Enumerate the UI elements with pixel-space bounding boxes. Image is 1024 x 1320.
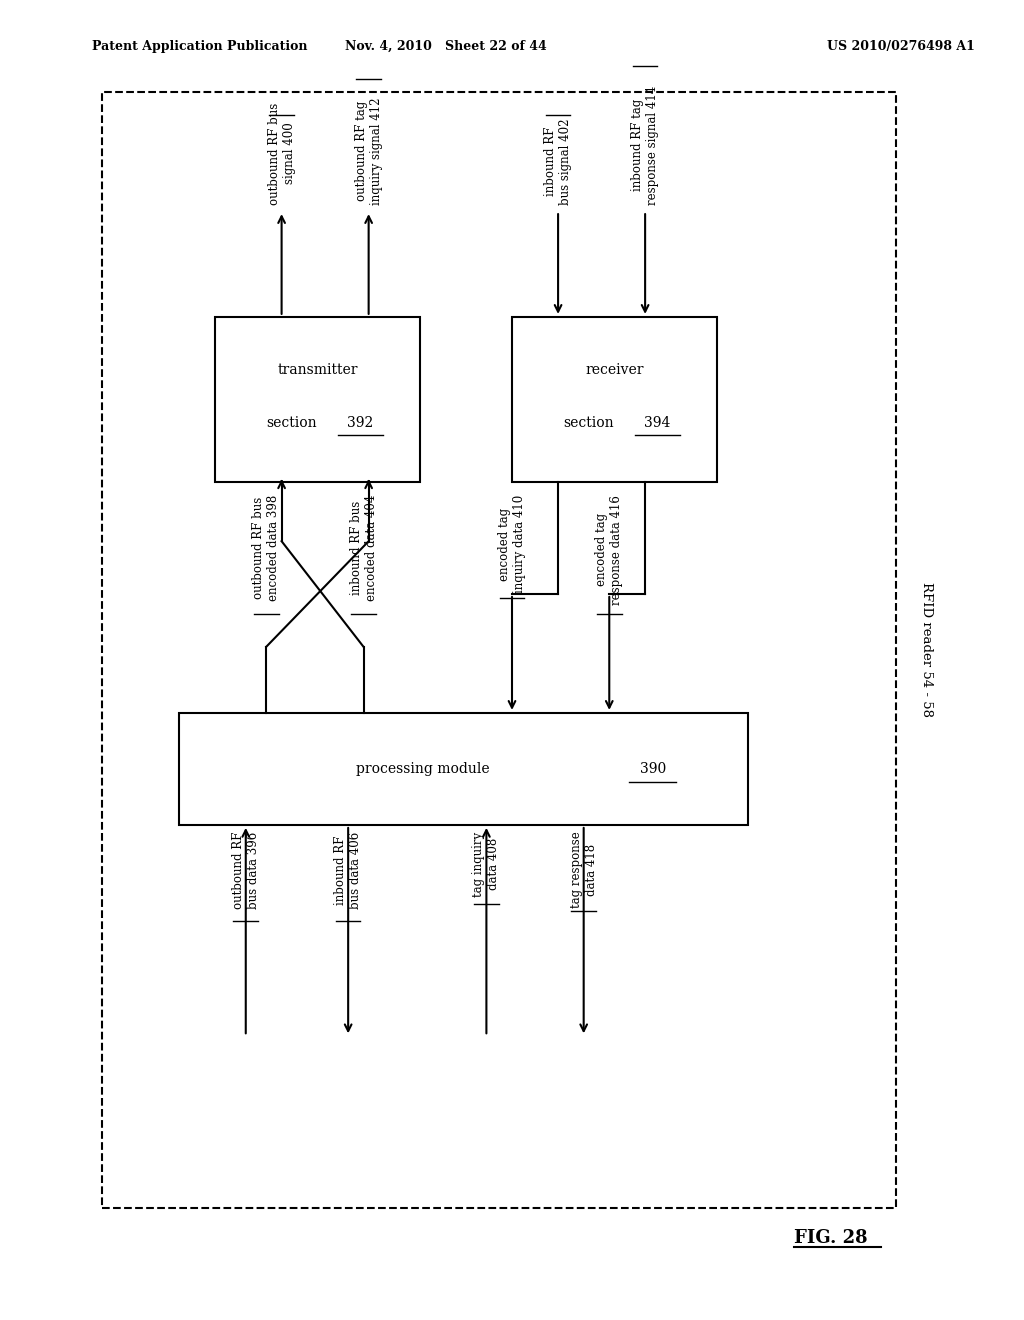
Bar [512, 317, 717, 482]
Text: encoded tag
response data 416: encoded tag response data 416 [595, 495, 624, 605]
Text: section: section [563, 416, 614, 430]
Text: outbound RF bus
encoded data 398: outbound RF bus encoded data 398 [252, 495, 281, 601]
Bar [102, 92, 896, 1208]
Text: US 2010/0276498 A1: US 2010/0276498 A1 [827, 40, 975, 53]
Text: inbound RF
bus signal 402: inbound RF bus signal 402 [544, 117, 572, 205]
Text: tag inquiry
data 408: tag inquiry data 408 [472, 832, 501, 896]
Text: FIG. 28: FIG. 28 [794, 1229, 867, 1247]
Text: Nov. 4, 2010   Sheet 22 of 44: Nov. 4, 2010 Sheet 22 of 44 [344, 40, 547, 53]
Text: outbound RF bus
signal 400: outbound RF bus signal 400 [267, 103, 296, 205]
Text: processing module: processing module [355, 762, 489, 776]
Bar [215, 317, 420, 482]
Text: RFID reader 54 - 58: RFID reader 54 - 58 [921, 582, 933, 717]
Text: 392: 392 [347, 416, 374, 430]
Text: encoded tag
inquiry data 410: encoded tag inquiry data 410 [498, 495, 526, 593]
Text: outbound RF tag
inquiry signal 412: outbound RF tag inquiry signal 412 [354, 98, 383, 205]
Bar [179, 713, 748, 825]
Text: receiver: receiver [585, 363, 644, 378]
Text: inbound RF
bus data 406: inbound RF bus data 406 [334, 832, 362, 909]
Text: outbound RF
bus data 396: outbound RF bus data 396 [231, 832, 260, 909]
Text: inbound RF tag
response signal 414: inbound RF tag response signal 414 [631, 86, 659, 205]
Text: Patent Application Publication: Patent Application Publication [92, 40, 307, 53]
Text: inbound RF bus
encoded data 404: inbound RF bus encoded data 404 [349, 495, 378, 602]
Text: section: section [266, 416, 317, 430]
Text: tag response
data 418: tag response data 418 [569, 832, 598, 908]
Text: 394: 394 [644, 416, 671, 430]
Text: transmitter: transmitter [278, 363, 357, 378]
Text: 390: 390 [640, 762, 666, 776]
